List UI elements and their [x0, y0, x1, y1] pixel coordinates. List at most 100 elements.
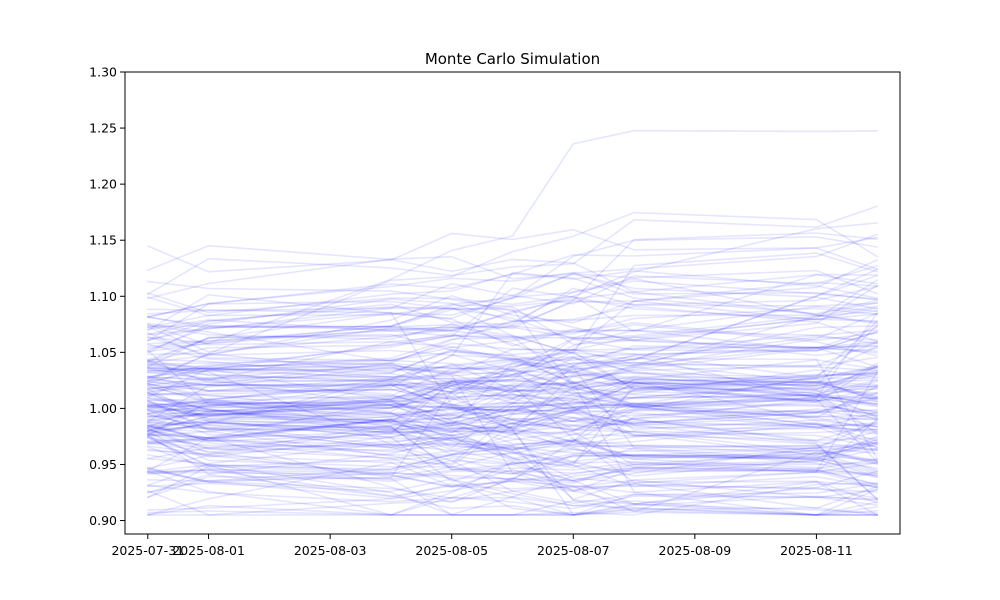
simulation-path — [147, 265, 879, 336]
simulation-path — [147, 475, 879, 516]
simulation-path — [147, 284, 879, 412]
simulation-path — [147, 274, 879, 382]
simulation-path — [147, 228, 879, 273]
plot-frame — [124, 71, 901, 535]
simulation-path — [147, 405, 879, 451]
simulation-path — [147, 430, 879, 475]
simulation-path — [147, 407, 879, 442]
simulation-path — [147, 372, 879, 516]
simulation-path — [147, 398, 879, 426]
simulation-path — [147, 436, 879, 477]
simulation-path — [147, 334, 879, 409]
y-tick-label: 1.05 — [89, 345, 117, 360]
simulation-path — [147, 404, 879, 455]
simulation-path — [147, 247, 879, 318]
y-tick-label: 1.00 — [89, 401, 117, 416]
simulation-path — [147, 361, 879, 400]
simulation-path — [147, 345, 879, 460]
simulation-path — [147, 378, 879, 494]
simulation-path — [147, 357, 879, 407]
simulation-path — [147, 383, 879, 426]
series-layer — [147, 129, 879, 516]
simulation-path — [147, 326, 879, 385]
simulation-path — [147, 430, 879, 475]
simulation-path — [147, 331, 879, 410]
simulation-path — [147, 371, 879, 442]
simulation-path — [147, 399, 879, 446]
simulation-path — [147, 384, 879, 463]
simulation-path — [147, 332, 879, 391]
simulation-path — [147, 380, 879, 416]
simulation-path — [147, 341, 879, 466]
simulation-path — [147, 359, 879, 384]
simulation-path — [147, 380, 879, 421]
simulation-path — [147, 488, 879, 516]
simulation-path — [147, 364, 879, 483]
x-tick-label: 2025-08-03 — [294, 543, 367, 558]
simulation-path — [147, 367, 879, 407]
simulation-path — [147, 357, 879, 460]
simulation-path — [147, 442, 879, 487]
simulation-path — [147, 366, 879, 489]
simulation-path — [147, 277, 879, 380]
y-tick-label: 1.10 — [89, 289, 117, 304]
simulation-path — [147, 318, 879, 342]
simulation-path — [147, 366, 879, 408]
simulation-path — [147, 287, 879, 342]
simulation-path — [147, 363, 879, 493]
simulation-path — [147, 369, 879, 409]
simulation-path — [147, 291, 879, 350]
simulation-path — [147, 394, 879, 473]
simulation-path — [147, 507, 879, 516]
y-tick-label: 1.25 — [89, 121, 117, 136]
simulation-path — [147, 428, 879, 457]
simulation-path — [147, 244, 879, 293]
y-tick-label: 0.95 — [89, 457, 117, 472]
simulation-path — [147, 384, 879, 423]
simulation-path — [147, 402, 879, 440]
simulation-path — [147, 380, 879, 431]
simulation-path — [147, 467, 879, 516]
simulation-path — [147, 392, 879, 458]
simulation-path — [147, 378, 879, 428]
simulation-path — [147, 252, 879, 355]
x-tick-label: 2025-08-07 — [537, 543, 610, 558]
simulation-path — [147, 349, 879, 461]
simulation-path — [147, 281, 879, 356]
simulation-path — [147, 461, 879, 516]
simulation-path — [147, 408, 879, 449]
simulation-path — [147, 347, 879, 384]
simulation-path — [147, 328, 879, 385]
simulation-path — [147, 336, 879, 372]
simulation-path — [147, 418, 879, 486]
simulation-path — [147, 349, 879, 387]
simulation-path — [147, 401, 879, 466]
simulation-path — [147, 362, 879, 434]
simulation-path — [147, 407, 879, 430]
simulation-path — [147, 255, 879, 300]
chart-title: Monte Carlo Simulation — [425, 50, 600, 68]
simulation-path — [147, 375, 879, 431]
simulation-path — [147, 384, 879, 500]
simulation-path — [147, 373, 879, 424]
simulation-path — [147, 364, 879, 427]
simulation-path — [147, 348, 879, 384]
simulation-path — [147, 478, 879, 516]
simulation-path — [147, 306, 879, 397]
simulation-path — [147, 324, 879, 425]
simulation-path — [147, 280, 879, 353]
simulation-path — [147, 416, 879, 482]
simulation-path — [147, 340, 879, 423]
simulation-path — [147, 308, 879, 463]
simulation-path — [147, 367, 879, 392]
y-tick-label: 1.30 — [89, 65, 117, 80]
simulation-path — [147, 390, 879, 433]
simulation-path — [147, 323, 879, 368]
simulation-path — [147, 211, 879, 356]
y-axis: 0.90 0.95 1.00 1.05 1.10 1.15 1.20 1.25 1.30 — [89, 65, 125, 528]
simulation-path — [147, 454, 879, 511]
simulation-path — [147, 380, 879, 449]
x-tick-label: 2025-08-09 — [659, 543, 732, 558]
